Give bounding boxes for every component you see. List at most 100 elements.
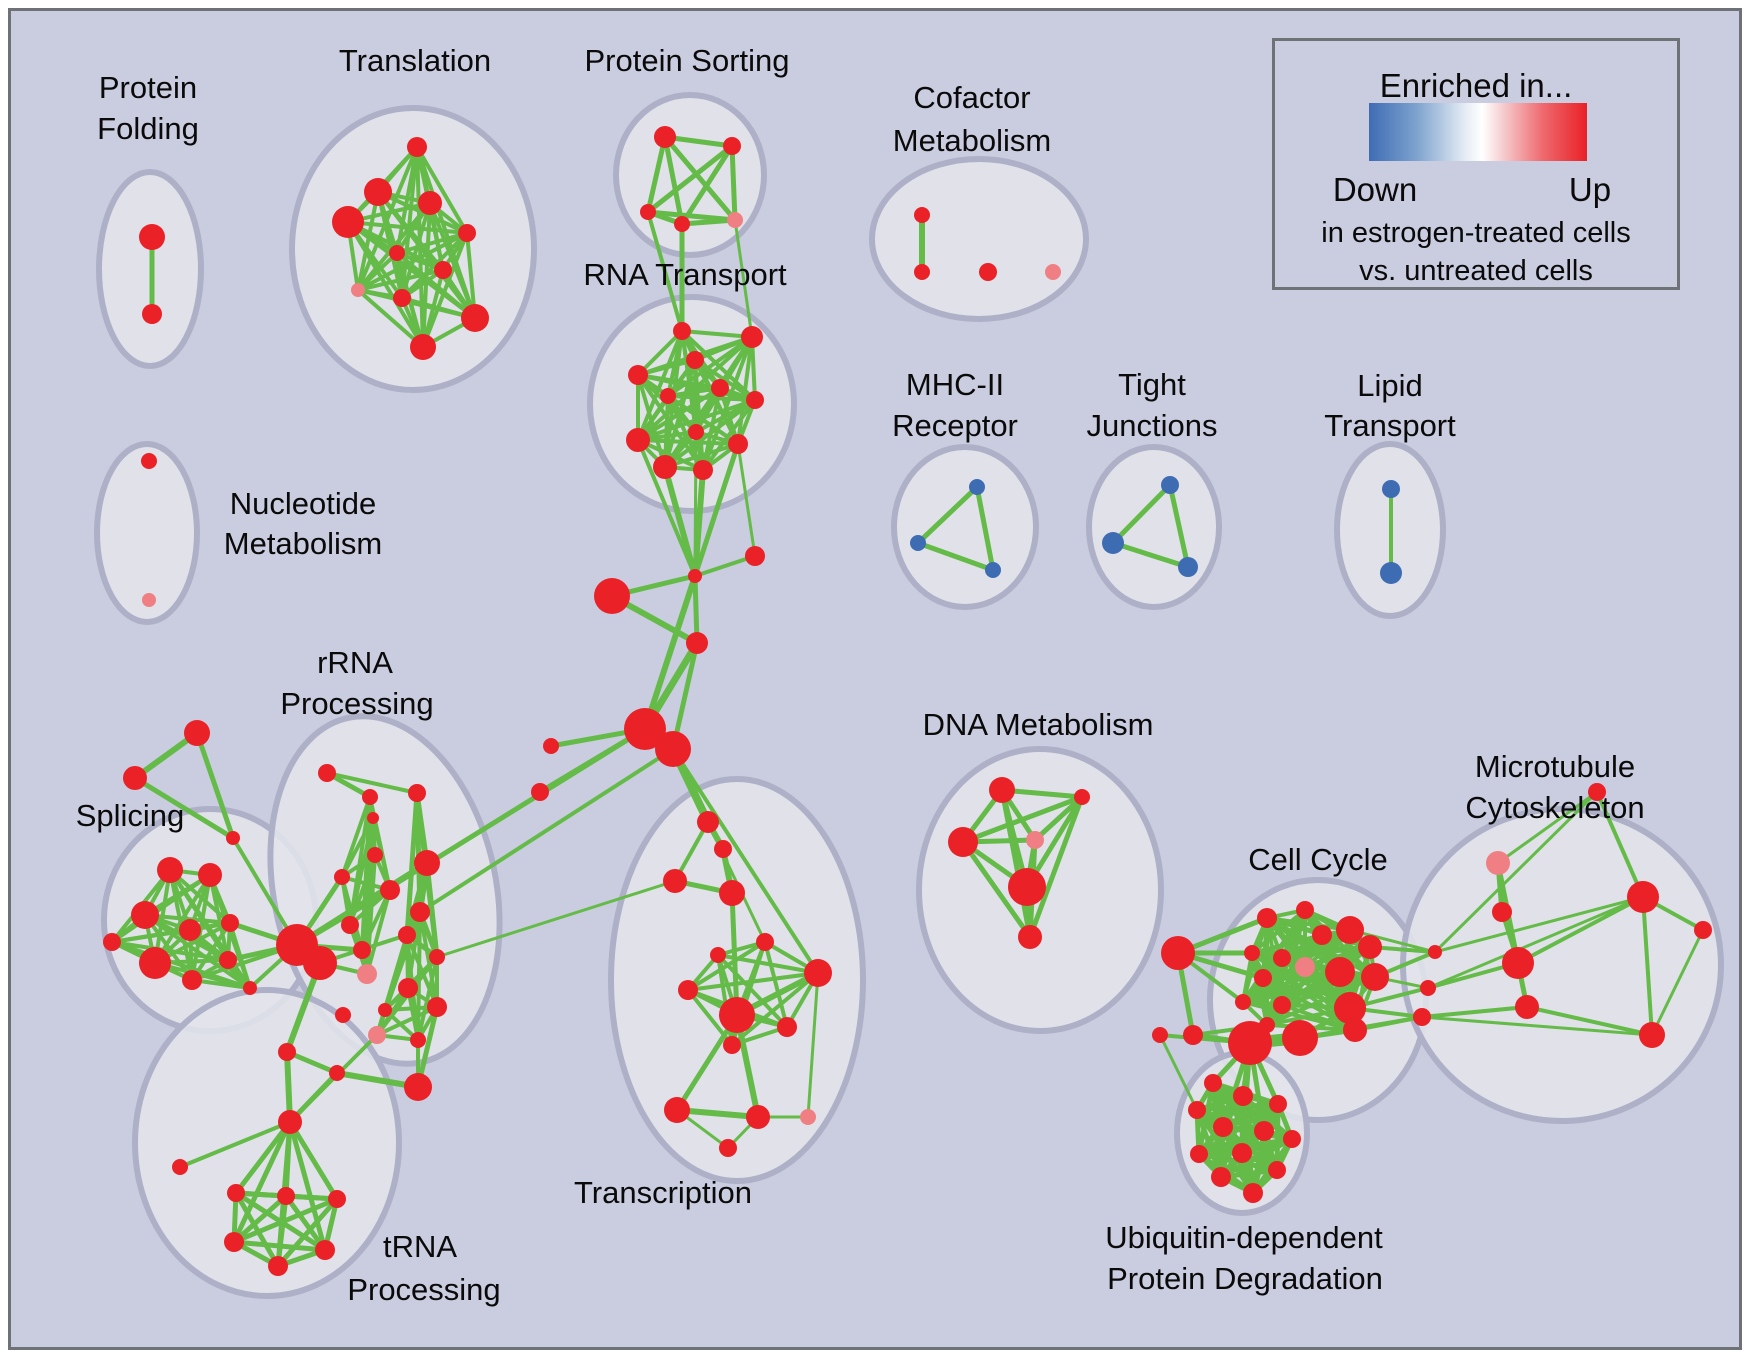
- edge-r8-u1: [636, 439, 697, 577]
- edge-p8-p9: [110, 873, 212, 944]
- edge-mtp-mt5: [1497, 790, 1598, 865]
- edge-w6-w10: [716, 953, 789, 1029]
- gene-set-node-p4: [139, 947, 171, 979]
- edge-m1-m3: [974, 486, 996, 571]
- cluster-label-cytoskeleton: Cytoskeleton: [1465, 790, 1644, 825]
- gene-set-node-w2: [714, 840, 732, 858]
- edge-x1-x6: [233, 1191, 281, 1268]
- edge-q9-q16: [418, 911, 439, 1008]
- edge-j2-j3: [1112, 540, 1189, 570]
- gene-set-node-m3: [985, 562, 1001, 578]
- gene-set-node-mt7: [1694, 921, 1712, 939]
- edge-t5-t8: [356, 251, 399, 292]
- gene-set-node-mt3: [1502, 947, 1534, 979]
- gene-set-node-r8: [626, 428, 650, 452]
- edge-el-e4: [1158, 1034, 1199, 1111]
- edge-d2-d6: [1027, 796, 1085, 938]
- edge-mt7-mt8: [1650, 929, 1705, 1036]
- edge-k15-k18: [1281, 1003, 1356, 1032]
- gene-set-node-w6: [710, 947, 726, 963]
- edge-u2-r10: [736, 443, 757, 557]
- gene-set-node-g1: [278, 1043, 296, 1061]
- legend-caption-line1: in estrogen-treated cells: [1321, 217, 1631, 249]
- cluster-label-junctions: Junctions: [1087, 408, 1218, 443]
- gene-set-node-ju2: [1282, 1020, 1318, 1056]
- edge-b2-q9: [418, 747, 675, 914]
- cluster-label-protein-degradation: Protein Degradation: [1107, 1261, 1383, 1296]
- gene-set-node-w13: [746, 1105, 770, 1129]
- edge-t6-t9: [400, 231, 469, 300]
- gene-set-node-mt6: [1627, 881, 1659, 913]
- gene-set-node-ju1: [1228, 1021, 1272, 1065]
- gene-set-node-p1: [131, 901, 159, 929]
- gene-set-node-q7: [414, 850, 440, 876]
- gene-set-node-k2: [1183, 1025, 1203, 1045]
- edge-r2-r12: [701, 336, 754, 471]
- edge-m1-m2: [916, 485, 979, 545]
- gene-set-node-q13: [398, 926, 416, 944]
- edge-p5-p9: [190, 874, 212, 981]
- gene-set-node-x1: [227, 1184, 245, 1202]
- gene-set-node-r12: [693, 460, 713, 480]
- edge-t2-t8: [356, 191, 380, 291]
- cluster-ellipse-tight-junctions: [1086, 444, 1222, 610]
- edge-w12-w13: [676, 1107, 759, 1120]
- gene-set-node-w10: [777, 1017, 797, 1037]
- gene-set-node-q16: [427, 997, 447, 1017]
- gene-set-node-p9: [198, 863, 222, 887]
- edge-w5-w10: [763, 941, 789, 1028]
- gene-set-node-k10: [1295, 957, 1315, 977]
- gene-set-node-k15: [1273, 996, 1291, 1014]
- edge-d1-d2: [1001, 787, 1083, 800]
- gene-set-node-t3: [418, 191, 442, 215]
- gene-set-node-t4: [332, 206, 364, 238]
- gene-set-node-k5: [1312, 925, 1332, 945]
- edge-u1-u2: [694, 554, 756, 578]
- gene-set-node-f2: [123, 766, 147, 790]
- edge-r1-r8: [636, 330, 684, 441]
- gene-set-node-w5: [756, 933, 774, 951]
- gene-set-node-e3: [1269, 1095, 1287, 1113]
- cluster-label-translation: Translation: [339, 43, 491, 78]
- edge-r6-r7: [667, 394, 756, 402]
- edge-w9-w12: [674, 1013, 740, 1112]
- cluster-label-lipid: Lipid: [1357, 368, 1423, 403]
- edge-p7-p10: [168, 868, 252, 990]
- gene-set-node-t10: [461, 304, 489, 332]
- gene-set-node-e1: [1204, 1074, 1222, 1092]
- gene-set-node-pf1: [139, 224, 165, 250]
- gene-set-node-k16: [1334, 992, 1366, 1024]
- gene-set-node-v2: [531, 783, 549, 801]
- gene-set-node-x4: [224, 1232, 244, 1252]
- cluster-label-metabolism: Metabolism: [224, 526, 383, 561]
- edge-s5-r2: [733, 219, 754, 338]
- cluster-ellipse-protein-sorting: [613, 92, 767, 258]
- gene-set-node-j2: [1102, 532, 1124, 554]
- gene-set-node-g4: [278, 1110, 302, 1134]
- gene-set-node-k9: [1273, 949, 1291, 967]
- gene-set-node-d6: [1018, 925, 1042, 949]
- gene-set-node-b1: [624, 708, 666, 750]
- edge-e3-e4: [1196, 1101, 1279, 1113]
- cluster-label-splicing: Splicing: [76, 798, 185, 833]
- gene-set-node-r9: [688, 424, 704, 440]
- cluster-label-processing: Processing: [347, 1272, 500, 1307]
- gene-set-node-m1: [969, 479, 985, 495]
- edge-t7-t8: [357, 268, 444, 292]
- gene-set-node-q18: [335, 1007, 351, 1023]
- gene-set-node-e2: [1233, 1086, 1253, 1106]
- gene-set-node-c1: [914, 207, 930, 223]
- gene-set-node-w9: [719, 997, 755, 1033]
- cluster-label-transport: Transport: [1324, 408, 1456, 443]
- edge-k4-k8: [1250, 908, 1307, 955]
- gene-set-node-g3: [404, 1073, 432, 1101]
- edge-r3-r12: [636, 373, 705, 472]
- edge-jr1-mt5: [1433, 790, 1599, 954]
- cluster-label-trna: tRNA: [383, 1229, 457, 1264]
- gene-set-node-r4: [686, 351, 704, 369]
- gene-set-node-w14: [800, 1109, 816, 1125]
- gene-set-node-u4: [686, 632, 708, 654]
- edge-w4-w9: [729, 892, 740, 1016]
- edge-g4-x5: [287, 1121, 328, 1251]
- edge-k12-k15: [1281, 975, 1376, 1007]
